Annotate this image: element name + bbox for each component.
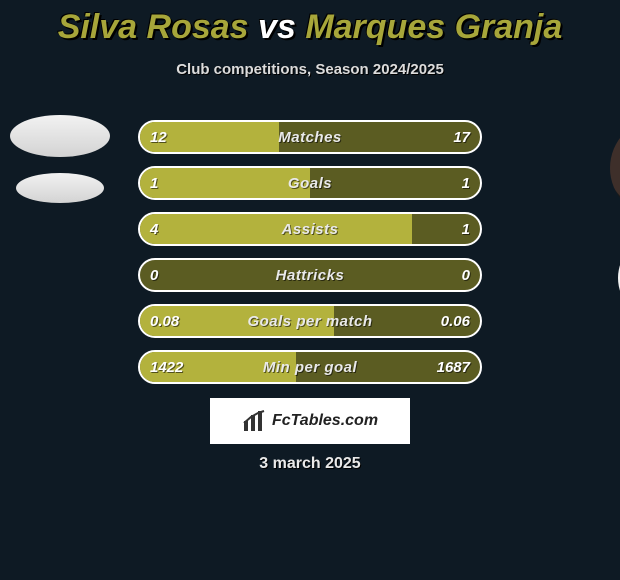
fctables-badge: FcTables.com: [210, 398, 410, 444]
player-right-avatar: [610, 118, 620, 218]
stat-row: 1422Min per goal1687: [138, 350, 482, 384]
comparison-card: Silva Rosas vs Marques Granja Club compe…: [0, 0, 620, 580]
player-left-avatar: [10, 115, 110, 157]
date-text: 3 march 2025: [0, 455, 620, 473]
bar-track: [138, 120, 482, 154]
stat-row: 0Hattricks0: [138, 258, 482, 292]
bar-track: [138, 258, 482, 292]
bar-fill: [140, 122, 279, 152]
title-player1: Silva Rosas: [58, 8, 249, 46]
bar-fill: [140, 306, 334, 336]
bar-fill: [140, 214, 412, 244]
bar-track: [138, 212, 482, 246]
stat-row: 12Matches17: [138, 120, 482, 154]
stat-row: 1Goals1: [138, 166, 482, 200]
subtitle: Club competitions, Season 2024/2025: [0, 61, 620, 78]
bar-track: [138, 350, 482, 384]
title-player2: Marques Granja: [305, 8, 562, 46]
fctables-logo-icon: [242, 409, 266, 433]
stat-bars: 12Matches17 1Goals1 4Assists1 0Hattricks0 0.…: [138, 120, 482, 396]
bar-track: [138, 166, 482, 200]
title-vs: vs: [258, 8, 296, 46]
stat-row: 4Assists1: [138, 212, 482, 246]
stat-row: 0.08Goals per match0.06: [138, 304, 482, 338]
page-title: Silva Rosas vs Marques Granja: [0, 0, 620, 47]
fctables-text: FcTables.com: [272, 412, 378, 430]
bar-fill: [140, 168, 310, 198]
club-left-logo: [16, 173, 104, 203]
bar-track: [138, 304, 482, 338]
bar-fill: [140, 352, 296, 382]
